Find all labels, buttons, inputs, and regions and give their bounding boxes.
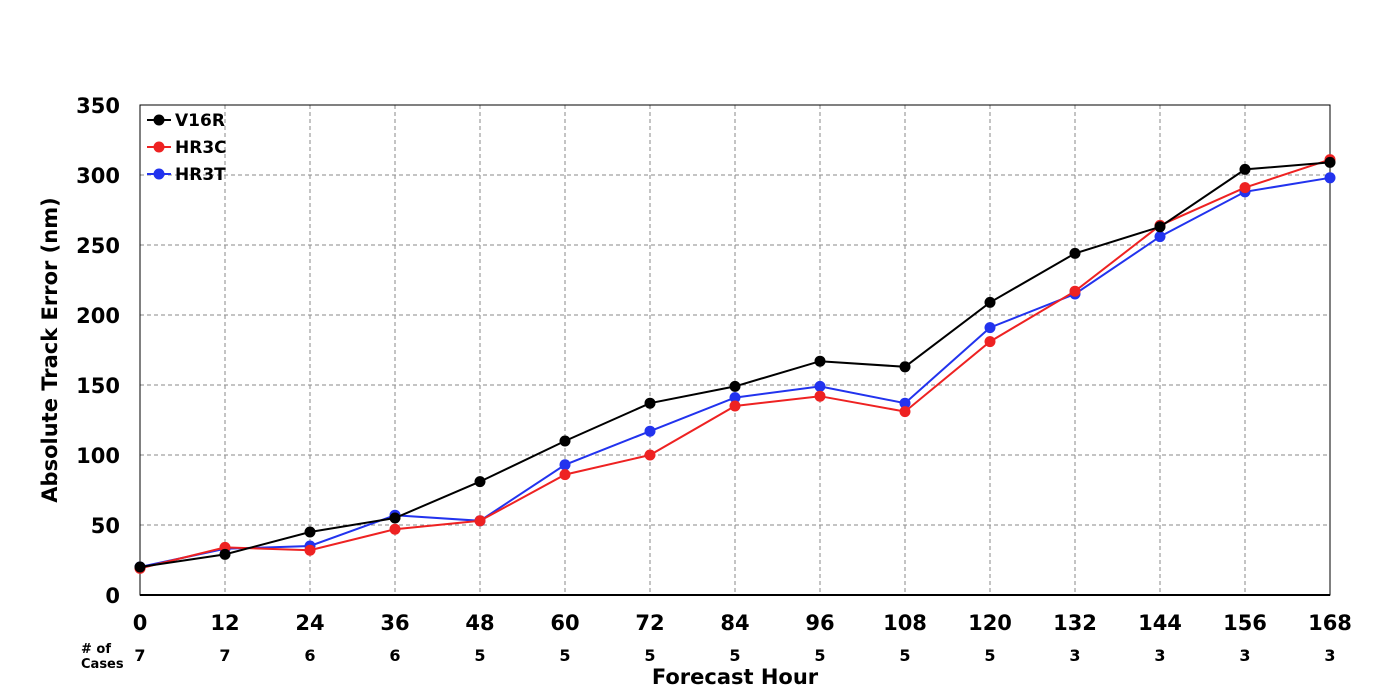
y-axis-label: Absolute Track Error (nm) xyxy=(38,197,62,502)
x-tick-label: 48 xyxy=(465,611,494,635)
data-point-hr3c xyxy=(814,390,826,402)
x-tick-label: 84 xyxy=(720,611,749,635)
case-count: 7 xyxy=(219,646,230,665)
y-tick-label: 200 xyxy=(76,304,120,328)
y-tick-labels: 0 50 100 150 200 250 300 350 xyxy=(76,94,120,608)
x-tick-labels: 0 12 24 36 48 60 72 84 96 108 120 132 144 156 168 xyxy=(133,611,1352,635)
x-tick-label: 132 xyxy=(1053,611,1097,635)
data-point-hr3c xyxy=(644,449,656,461)
data-point-hr3c xyxy=(559,469,571,481)
data-point-hr3c xyxy=(729,400,741,412)
x-tick-label: 60 xyxy=(550,611,579,635)
case-count: 3 xyxy=(1154,646,1165,665)
y-tick-label: 150 xyxy=(76,374,120,398)
data-point-v16r xyxy=(474,476,486,488)
case-count: 5 xyxy=(899,646,910,665)
data-point-v16r xyxy=(219,548,231,560)
x-axis-label: Forecast Hour xyxy=(652,665,819,689)
data-point-hr3t xyxy=(1324,172,1336,184)
legend: V16R HR3C HR3T xyxy=(147,111,227,185)
data-point-hr3t xyxy=(559,459,571,471)
cases-label-line1: # of xyxy=(81,642,111,657)
case-count: 3 xyxy=(1324,646,1335,665)
x-tick-label: 144 xyxy=(1138,611,1182,635)
data-point-v16r xyxy=(1324,156,1336,168)
data-point-hr3c xyxy=(304,544,316,556)
data-point-v16r xyxy=(814,355,826,367)
y-tick-label: 100 xyxy=(76,444,120,468)
x-tick-label: 120 xyxy=(968,611,1012,635)
case-count: 5 xyxy=(814,646,825,665)
x-tick-label: 156 xyxy=(1223,611,1267,635)
legend-marker-hr3c xyxy=(153,141,165,153)
data-point-hr3c xyxy=(389,523,401,535)
data-point-hr3t xyxy=(984,322,996,334)
data-point-hr3c xyxy=(899,406,911,418)
y-tick-label: 50 xyxy=(91,514,120,538)
data-point-hr3c xyxy=(1239,182,1251,194)
y-tick-label: 350 xyxy=(76,94,120,118)
x-tick-label: 96 xyxy=(805,611,834,635)
data-point-hr3c xyxy=(1069,285,1081,297)
legend-marker-hr3t xyxy=(153,168,165,180)
case-count: 3 xyxy=(1239,646,1250,665)
data-point-hr3t xyxy=(899,397,911,409)
data-point-hr3t xyxy=(1154,231,1166,243)
grid-lines xyxy=(140,105,1330,595)
case-count: 6 xyxy=(389,646,400,665)
data-point-v16r xyxy=(559,435,571,447)
case-counts: 7 7 6 6 5 5 5 5 5 5 5 3 3 3 3 xyxy=(134,646,1335,665)
case-count: 5 xyxy=(984,646,995,665)
data-point-v16r xyxy=(304,526,316,538)
x-tick-label: 108 xyxy=(883,611,927,635)
case-count: 6 xyxy=(304,646,315,665)
case-count: 5 xyxy=(559,646,570,665)
case-count: 5 xyxy=(644,646,655,665)
data-point-hr3t xyxy=(729,392,741,404)
y-tick-label: 250 xyxy=(76,234,120,258)
data-point-v16r xyxy=(1154,221,1166,233)
x-tick-label: 72 xyxy=(635,611,664,635)
data-point-v16r xyxy=(1239,163,1251,175)
legend-marker-v16r xyxy=(153,114,165,126)
x-tick-label: 12 xyxy=(210,611,239,635)
data-point-v16r xyxy=(389,512,401,524)
x-tick-label: 24 xyxy=(295,611,324,635)
y-tick-label: 300 xyxy=(76,164,120,188)
data-point-v16r xyxy=(1069,247,1081,259)
data-point-hr3t xyxy=(814,380,826,392)
series-lines xyxy=(134,154,1336,574)
data-point-v16r xyxy=(899,361,911,373)
data-point-hr3t xyxy=(644,425,656,437)
legend-label-v16r: V16R xyxy=(175,111,225,131)
case-count: 5 xyxy=(474,646,485,665)
data-point-hr3c xyxy=(474,515,486,527)
x-tick-label: 36 xyxy=(380,611,409,635)
case-count: 3 xyxy=(1069,646,1080,665)
legend-label-hr3c: HR3C xyxy=(175,138,227,158)
x-tick-label: 0 xyxy=(133,611,148,635)
case-count: 7 xyxy=(134,646,145,665)
case-count: 5 xyxy=(729,646,740,665)
data-point-hr3c xyxy=(984,336,996,348)
data-point-v16r xyxy=(984,296,996,308)
legend-label-hr3t: HR3T xyxy=(175,165,226,185)
data-point-v16r xyxy=(644,397,656,409)
data-point-v16r xyxy=(729,380,741,392)
cases-label-line2: Cases xyxy=(81,657,124,672)
x-tick-label: 168 xyxy=(1308,611,1352,635)
data-point-v16r xyxy=(134,561,146,573)
y-tick-label: 0 xyxy=(105,584,120,608)
